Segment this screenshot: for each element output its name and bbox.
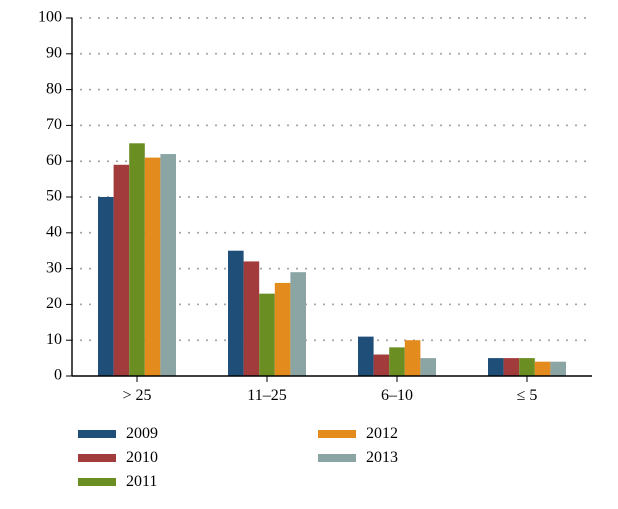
y-tick-label: 60 xyxy=(46,152,62,169)
bar xyxy=(504,358,520,376)
y-tick-label: 40 xyxy=(46,223,62,240)
y-tick-label: 90 xyxy=(46,44,62,61)
y-tick-label: 0 xyxy=(54,367,62,384)
bar xyxy=(519,358,535,376)
x-tick-label: 11–25 xyxy=(247,387,286,404)
legend-swatch xyxy=(78,430,116,438)
bar xyxy=(420,358,436,376)
bar xyxy=(358,337,374,376)
x-tick-label: 6–10 xyxy=(381,387,413,404)
bar xyxy=(145,158,161,376)
y-tick-label: 50 xyxy=(46,188,62,205)
legend-label: 2009 xyxy=(126,425,158,443)
bar xyxy=(114,165,130,376)
y-tick-label: 10 xyxy=(46,331,62,348)
bar xyxy=(535,362,551,376)
bar xyxy=(488,358,504,376)
bar xyxy=(98,197,114,376)
legend-item: 2013 xyxy=(318,446,398,470)
y-tick-label: 100 xyxy=(38,9,62,26)
legend-label: 2013 xyxy=(366,449,398,467)
legend-swatch xyxy=(318,430,356,438)
legend-label: 2011 xyxy=(126,473,157,491)
bar xyxy=(129,143,145,376)
bar xyxy=(228,251,244,376)
bar xyxy=(160,154,176,376)
legend-label: 2012 xyxy=(366,425,398,443)
bar xyxy=(550,362,566,376)
y-tick-label: 30 xyxy=(46,259,62,276)
bar xyxy=(259,294,275,376)
legend-swatch xyxy=(78,478,116,486)
bar xyxy=(405,340,421,376)
bar xyxy=(290,272,306,376)
legend-item: 2012 xyxy=(318,422,398,446)
x-tick-label: > 25 xyxy=(122,387,151,404)
legend-item: 2009 xyxy=(78,422,158,446)
bar xyxy=(275,283,291,376)
y-tick-label: 80 xyxy=(46,80,62,97)
legend-item: 2011 xyxy=(78,470,158,494)
legend-swatch xyxy=(78,454,116,462)
legend-item: 2010 xyxy=(78,446,158,470)
legend-swatch xyxy=(318,454,356,462)
x-tick-label: ≤ 5 xyxy=(517,387,538,404)
bar xyxy=(374,355,390,376)
legend-label: 2010 xyxy=(126,449,158,467)
y-tick-label: 20 xyxy=(46,295,62,312)
y-tick-label: 70 xyxy=(46,116,62,133)
bar xyxy=(389,347,405,376)
bar xyxy=(244,261,260,376)
